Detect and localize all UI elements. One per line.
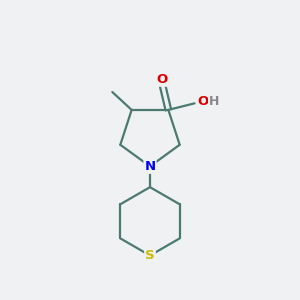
Text: S: S [145, 249, 155, 262]
Text: N: N [144, 160, 156, 173]
Text: O: O [198, 95, 209, 108]
Text: H: H [208, 95, 219, 108]
Text: O: O [156, 73, 167, 86]
